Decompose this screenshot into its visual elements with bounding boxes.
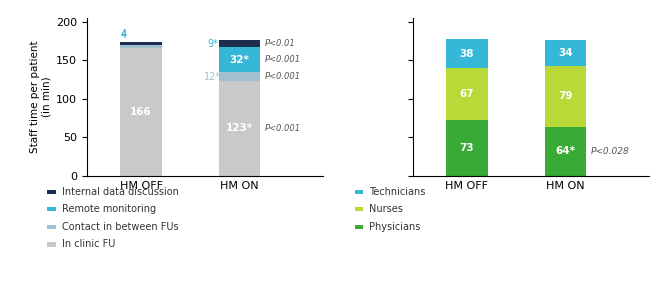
Text: P<0.001: P<0.001 [265,72,301,81]
Text: 166: 166 [130,107,152,117]
Text: 12*: 12* [204,72,221,82]
Text: P<0.01: P<0.01 [265,39,296,48]
Text: Remote monitoring: Remote monitoring [62,204,156,214]
Y-axis label: Staff time per patient
(in min): Staff time per patient (in min) [30,41,52,153]
Text: Internal data discussion: Internal data discussion [62,187,179,197]
Bar [545,66,586,127]
Text: P<0.028: P<0.028 [591,147,630,156]
Text: 38: 38 [460,48,474,58]
Text: 32*: 32* [229,55,250,65]
Text: 123*: 123* [226,123,253,134]
Bar [446,120,488,176]
Bar [219,81,260,176]
Text: 9*: 9* [207,39,218,49]
Bar [120,48,162,176]
Bar [545,40,586,66]
Text: P<0.001: P<0.001 [265,124,301,133]
Text: In clinic FU: In clinic FU [62,239,115,249]
Text: 4: 4 [120,29,126,39]
Text: Nurses: Nurses [369,204,403,214]
Text: Contact in between FUs: Contact in between FUs [62,222,178,232]
Text: 34: 34 [558,48,573,58]
Text: Physicians: Physicians [369,222,421,232]
Bar [219,41,260,47]
Bar [219,47,260,72]
Text: Technicians: Technicians [369,187,425,197]
Text: P<0.001: P<0.001 [265,55,301,64]
Text: 79: 79 [558,91,573,101]
Text: 64*: 64* [555,146,575,156]
Text: 73: 73 [460,143,474,153]
Bar [545,127,586,176]
Text: 67: 67 [460,89,474,99]
Bar [120,42,162,45]
Bar [446,68,488,120]
Bar [120,45,162,48]
Text: 4: 4 [120,30,126,40]
Bar [446,39,488,68]
Bar [219,72,260,81]
